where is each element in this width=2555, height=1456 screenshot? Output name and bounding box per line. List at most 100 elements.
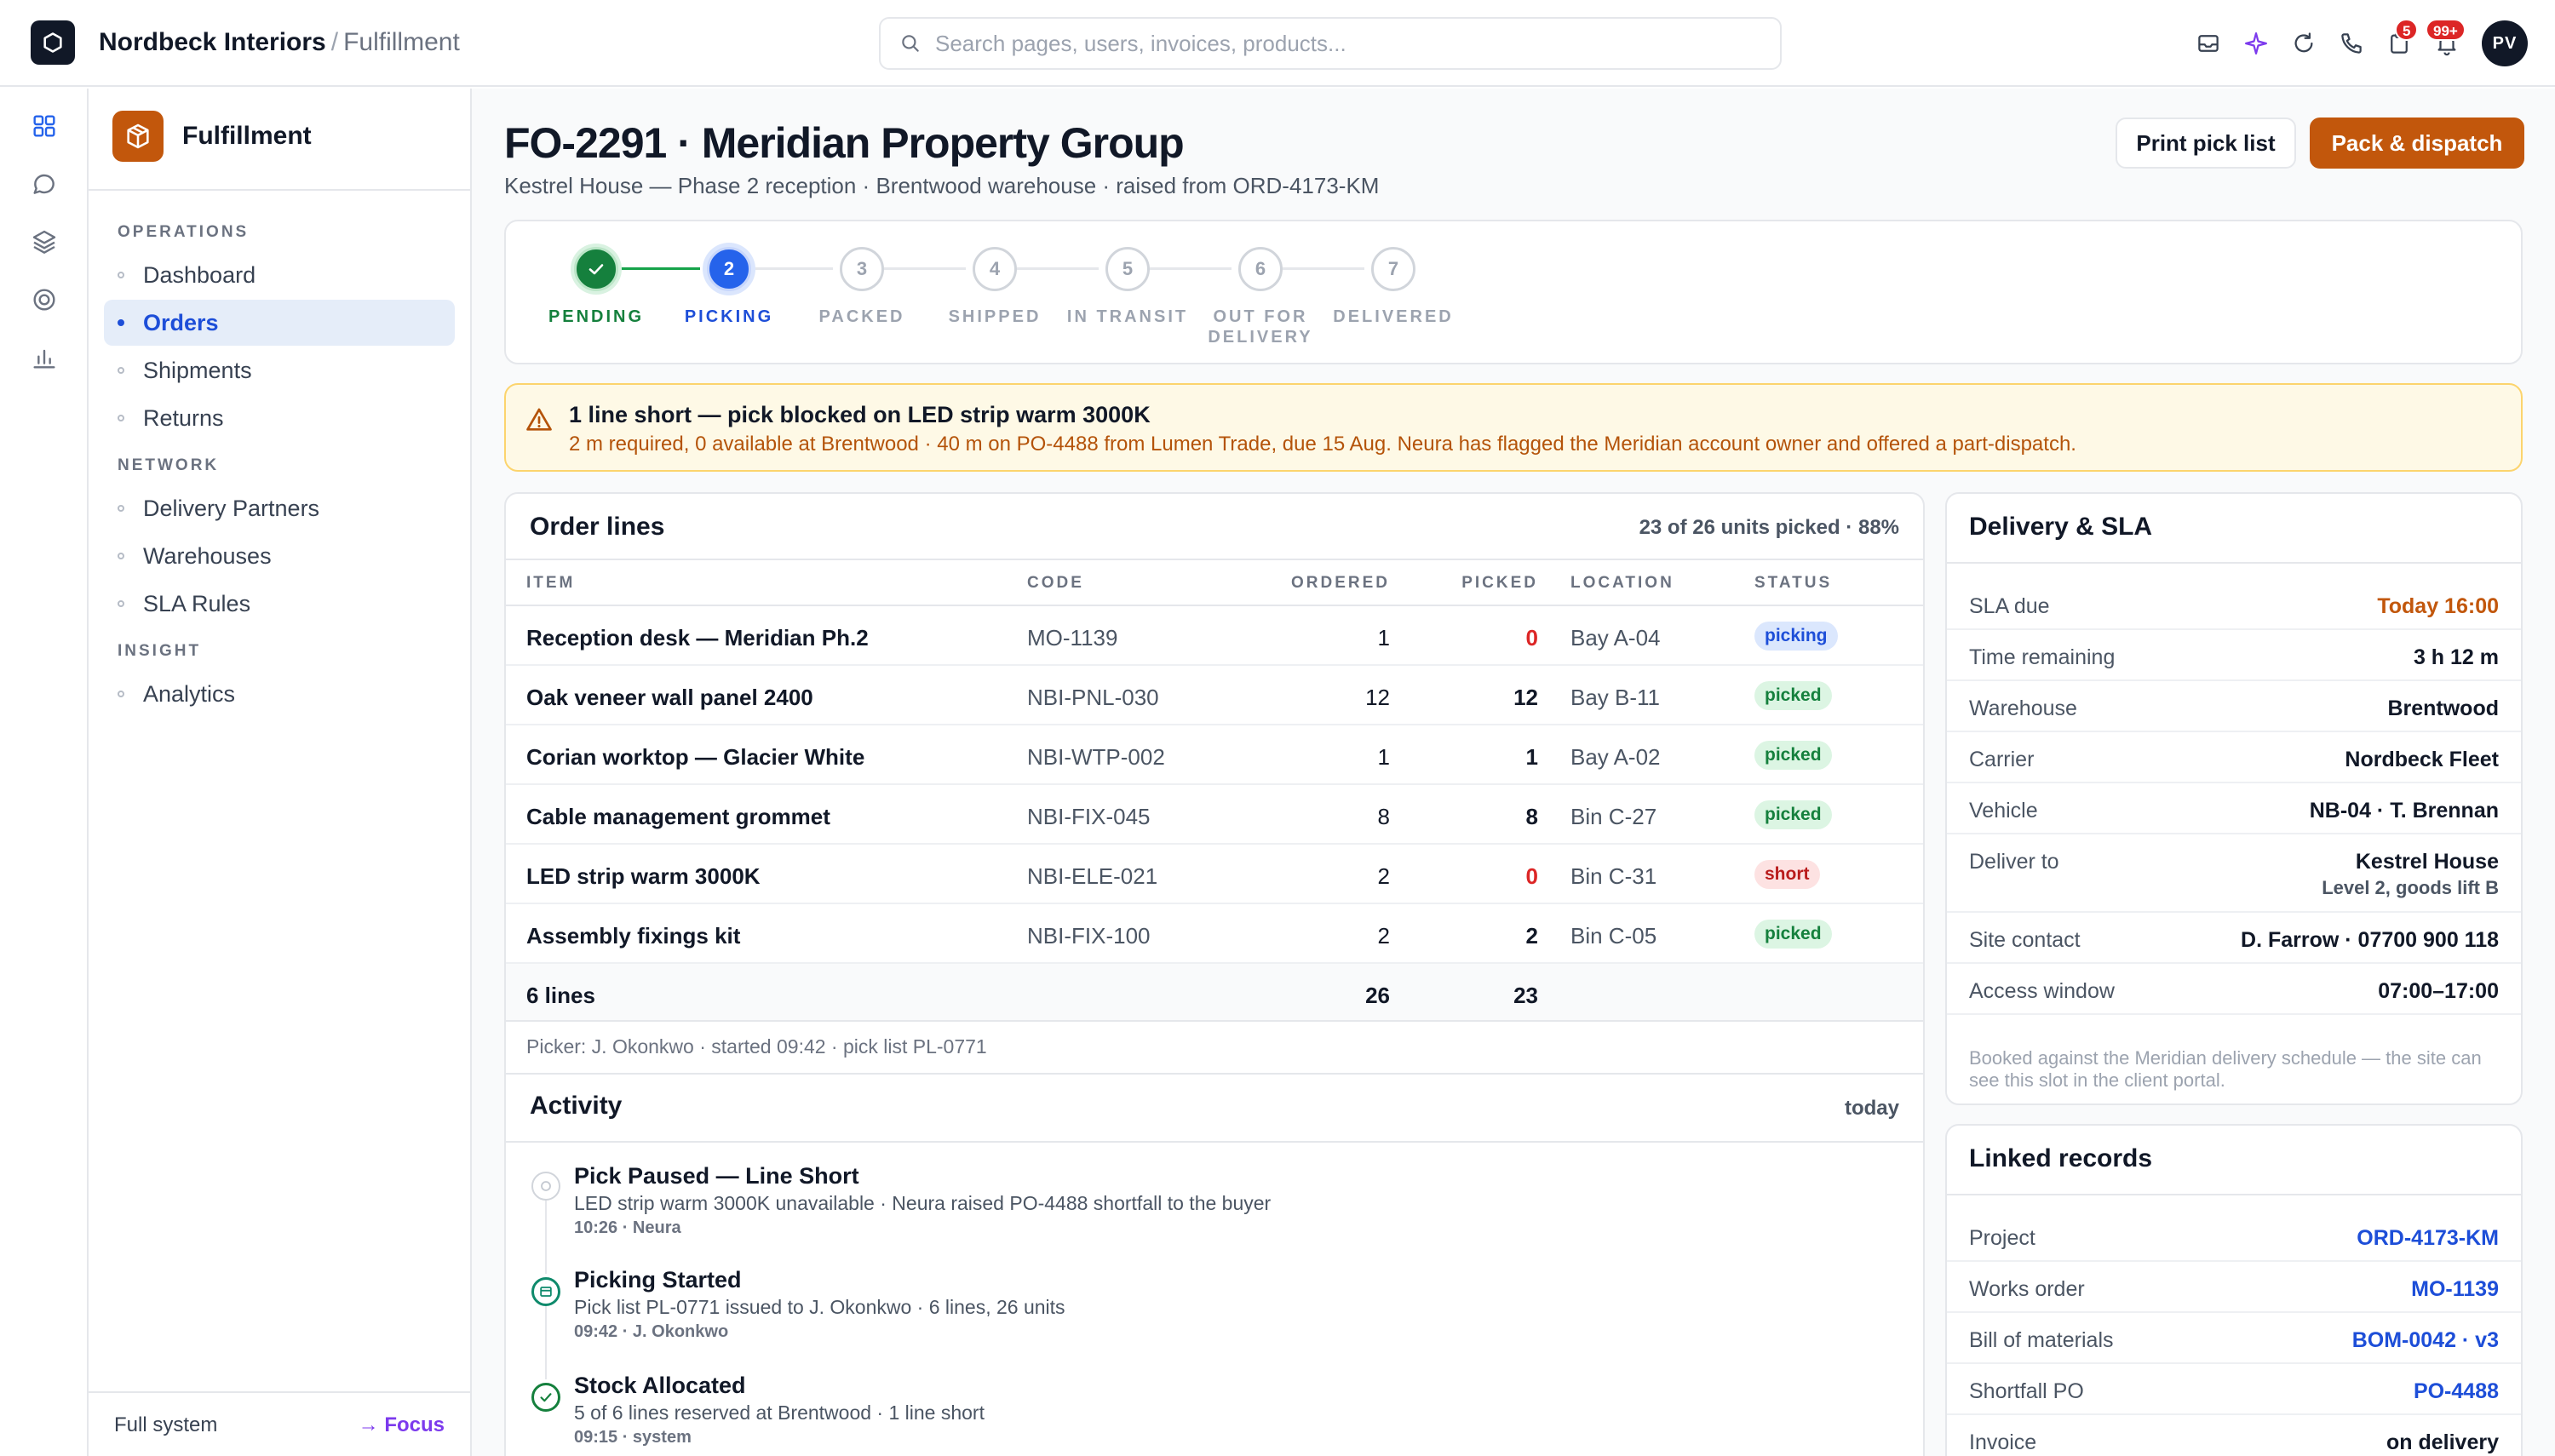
kv-value: on delivery <box>2386 1430 2499 1454</box>
bullet-icon <box>118 691 124 697</box>
full-system-toggle[interactable]: Full system <box>114 1413 218 1436</box>
bom-link[interactable]: BOM-0042 · v3 <box>2351 1328 2499 1352</box>
breadcrumb-org[interactable]: Nordbeck Interiors <box>99 28 326 56</box>
sidebar-header: Fulfillment <box>89 89 470 191</box>
print-pick-list-button[interactable]: Print pick list <box>2116 118 2296 169</box>
activity-time: 09:15 · system <box>574 1428 692 1447</box>
pack-dispatch-button[interactable]: Pack & dispatch <box>2310 118 2524 169</box>
activity-desc: 5 of 6 lines reserved at Brentwood · 1 l… <box>574 1402 985 1424</box>
sidebar-item-label: Delivery Partners <box>143 495 320 521</box>
warehouse-row: Warehouse Brentwood <box>1947 681 2521 732</box>
kv-key: Vehicle <box>1969 799 2038 823</box>
table-row[interactable]: Corian worktop — Glacier White NBI-WTP-0… <box>506 725 1923 785</box>
avatar[interactable]: PV <box>2482 20 2528 66</box>
package-icon <box>112 111 164 162</box>
activity-title-text: Stock Allocated <box>574 1373 746 1398</box>
activity-item[interactable]: Stock Allocated 5 of 6 lines reserved at… <box>574 1371 985 1449</box>
delivery-sla-card: Delivery & SLA SLA due Today 16:00 Time r… <box>1945 492 2523 1105</box>
item-name: Corian worktop — Glacier White <box>526 744 865 770</box>
column-header[interactable]: LOCATION <box>1570 574 1674 592</box>
sparkle-icon[interactable] <box>2238 26 2274 61</box>
activity-time: 09:42 · J. Okonkwo <box>574 1322 729 1341</box>
kv-key: Shortfall PO <box>1969 1379 2084 1403</box>
sidebar-item-dashboard[interactable]: Dashboard <box>104 252 455 298</box>
target-icon[interactable] <box>26 281 63 318</box>
activity-time: 10:26 · Neura <box>574 1218 681 1237</box>
breadcrumb-separator: / <box>330 28 339 56</box>
sidebar-title: Fulfillment <box>182 122 312 150</box>
chart-icon[interactable] <box>26 339 63 376</box>
step-label: DELIVERED <box>1333 307 1454 326</box>
column-header[interactable]: ORDERED <box>1290 574 1390 592</box>
column-header[interactable]: ITEM <box>526 574 576 592</box>
scan-icon <box>531 1277 560 1306</box>
sidebar-item-label: Analytics <box>143 680 236 707</box>
divider <box>1947 562 2521 564</box>
picker-note: Picker: J. Okonkwo · started 09:42 · pic… <box>526 1035 987 1058</box>
linked-shortfall-po-row: Shortfall PO PO-4488 <box>1947 1364 2521 1415</box>
kv-value: 07:00–17:00 <box>2378 979 2499 1003</box>
activity-item[interactable]: Pick Paused — Line Short LED strip warm … <box>574 1161 1271 1240</box>
picked-qty: 1 <box>1525 744 1538 770</box>
column-header[interactable]: PICKED <box>1461 574 1538 592</box>
kv-key: Works order <box>1969 1277 2085 1301</box>
sidebar-item-shipments[interactable]: Shipments <box>104 347 455 393</box>
sidebar-item-label: Dashboard <box>143 261 256 288</box>
item-name: Oak veneer wall panel 2400 <box>526 685 813 710</box>
column-header[interactable]: CODE <box>1027 574 1084 592</box>
table-row[interactable]: Assembly fixings kit NBI-FIX-100 2 2 Bin… <box>506 904 1923 964</box>
shortage-alert: 1 line short — pick blocked on LED strip… <box>504 383 2523 472</box>
table-total-row: 6 lines 26 23 <box>506 964 1923 1022</box>
search-input[interactable] <box>935 30 1753 57</box>
pause-circle-icon <box>531 1172 560 1201</box>
column-header[interactable]: STATUS <box>1754 574 1833 592</box>
sidebar-item-returns[interactable]: Returns <box>104 395 455 441</box>
total-picked: 23 <box>1513 983 1538 1008</box>
phone-icon[interactable] <box>2334 26 2369 61</box>
top-bar: Nordbeck Interiors/Fulfillment 5 99+ PV <box>0 0 2555 87</box>
sidebar-item-sla-rules[interactable]: SLA Rules <box>104 581 455 627</box>
location: Bay A-04 <box>1570 625 1661 651</box>
kv-key: Time remaining <box>1969 645 2116 669</box>
page-subtitle: Kestrel House — Phase 2 reception · Bren… <box>504 173 1380 198</box>
step-connector <box>1283 267 1364 270</box>
table-row[interactable]: Reception desk — Meridian Ph.2 MO-1139 1… <box>506 606 1923 666</box>
status-badge: picked <box>1754 920 1832 949</box>
focus-toggle[interactable]: → Focus <box>358 1413 445 1436</box>
status-badge: picked <box>1754 741 1832 770</box>
grid-icon[interactable] <box>26 107 63 145</box>
project-link[interactable]: ORD-4173-KM <box>2357 1226 2499 1250</box>
table-row[interactable]: Cable management grommet NBI-FIX-045 8 8… <box>506 785 1923 845</box>
inbox-icon[interactable] <box>2190 26 2226 61</box>
item-name: LED strip warm 3000K <box>526 863 761 889</box>
ordered-qty: 1 <box>1377 744 1390 770</box>
time-remaining-row: Time remaining 3 h 12 m <box>1947 630 2521 681</box>
chat-icon[interactable] <box>26 165 63 203</box>
search-box[interactable] <box>879 17 1782 70</box>
vehicle-row: Vehicle NB-04 · T. Brennan <box>1947 783 2521 834</box>
shortfall-po-link[interactable]: PO-4488 <box>2413 1379 2499 1403</box>
sidebar-item-delivery-partners[interactable]: Delivery Partners <box>104 485 455 531</box>
alert-detail: 2 m required, 0 available at Brentwood ·… <box>569 433 2076 456</box>
linked-title: Linked records <box>1969 1144 2153 1172</box>
sidebar-item-analytics[interactable]: Analytics <box>104 671 455 717</box>
table-row[interactable]: Oak veneer wall panel 2400 NBI-PNL-030 1… <box>506 666 1923 725</box>
breadcrumb-section[interactable]: Fulfillment <box>343 28 460 56</box>
bullet-icon <box>118 367 124 374</box>
sidebar-section-network: NETWORK <box>118 456 220 474</box>
sidebar-item-orders[interactable]: Orders <box>104 300 455 346</box>
kv-value: Today 16:00 <box>2377 594 2499 618</box>
bullet-icon <box>118 600 124 607</box>
refresh-icon[interactable] <box>2286 26 2322 61</box>
layers-icon[interactable] <box>26 223 63 261</box>
sidebar-item-warehouses[interactable]: Warehouses <box>104 533 455 579</box>
table-row[interactable]: LED strip warm 3000K NBI-ELE-021 2 0 Bin… <box>506 845 1923 904</box>
app-logo-icon[interactable] <box>31 20 75 65</box>
sidebar-section-insight: INSIGHT <box>118 642 202 660</box>
activity-item[interactable]: Picking Started Pick list PL-0771 issued… <box>574 1265 1065 1344</box>
activity-title: Activity <box>530 1092 623 1120</box>
step-picking: 2 PICKING <box>661 247 797 327</box>
works-order-link[interactable]: MO-1139 <box>2411 1277 2499 1301</box>
kv-value: Nordbeck Fleet <box>2345 748 2499 771</box>
kv-key: Carrier <box>1969 748 2035 771</box>
